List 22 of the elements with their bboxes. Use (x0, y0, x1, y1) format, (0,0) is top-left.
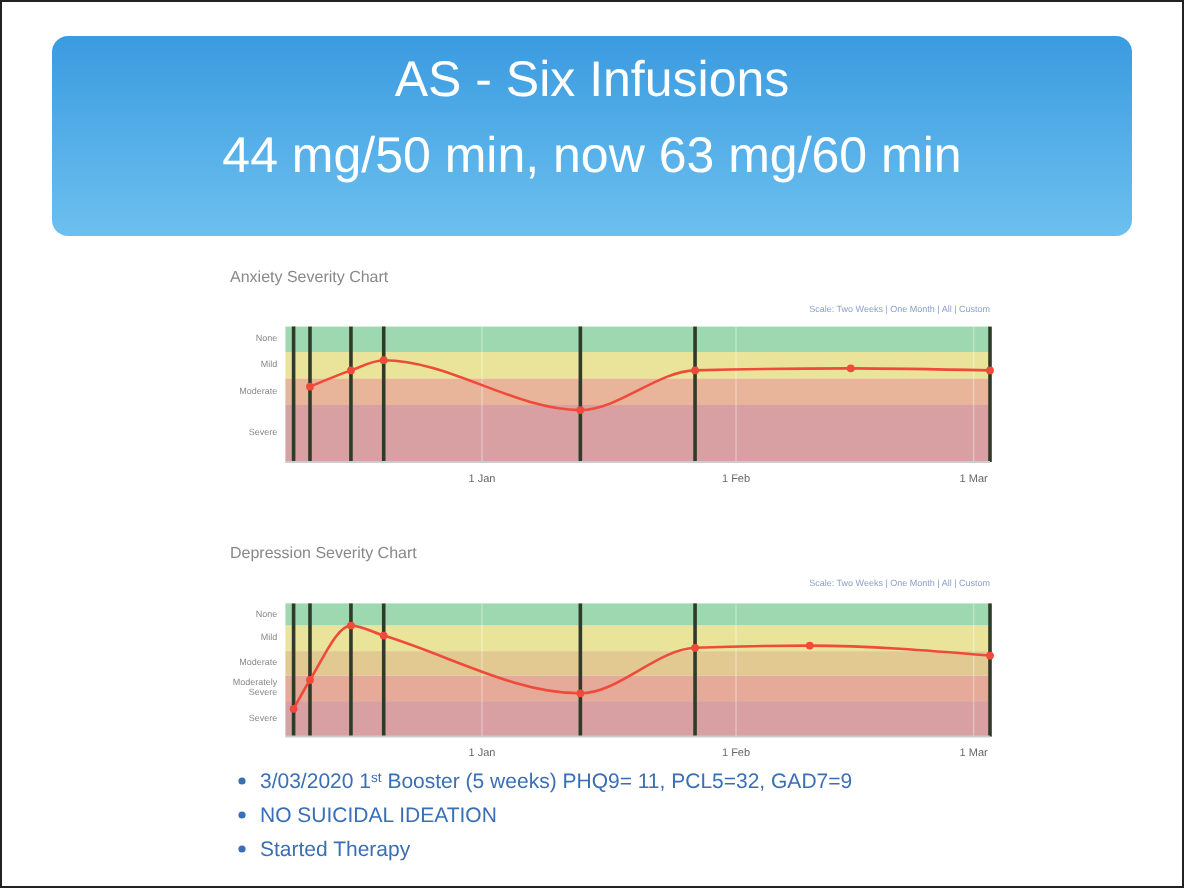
point (347, 366, 355, 375)
point (691, 366, 699, 375)
text: Started Therapy (260, 838, 412, 862)
text: NO SUICIDAL IDEATION (260, 804, 497, 828)
chart-title: Depression Severity Chart (230, 544, 419, 562)
point (306, 676, 314, 684)
point (347, 621, 355, 630)
point (379, 356, 388, 365)
point (379, 631, 388, 640)
point (986, 366, 994, 375)
point (986, 651, 994, 660)
point (691, 643, 699, 652)
point (805, 641, 814, 650)
point (846, 364, 855, 373)
text: AS - Six Infusions (394, 52, 790, 108)
text: 44 mg/50 min, now 63 mg/60 min (222, 128, 962, 184)
text: 3/03/2020 1$^{st}$ Booster (5 weeks) PHQ9= 11, PCL5=32, GAD7=9 (260, 770, 853, 794)
point (289, 704, 298, 713)
point (306, 382, 314, 391)
chart-title: Anxiety Severity Chart (230, 268, 390, 286)
point (576, 406, 585, 414)
point (576, 689, 585, 698)
